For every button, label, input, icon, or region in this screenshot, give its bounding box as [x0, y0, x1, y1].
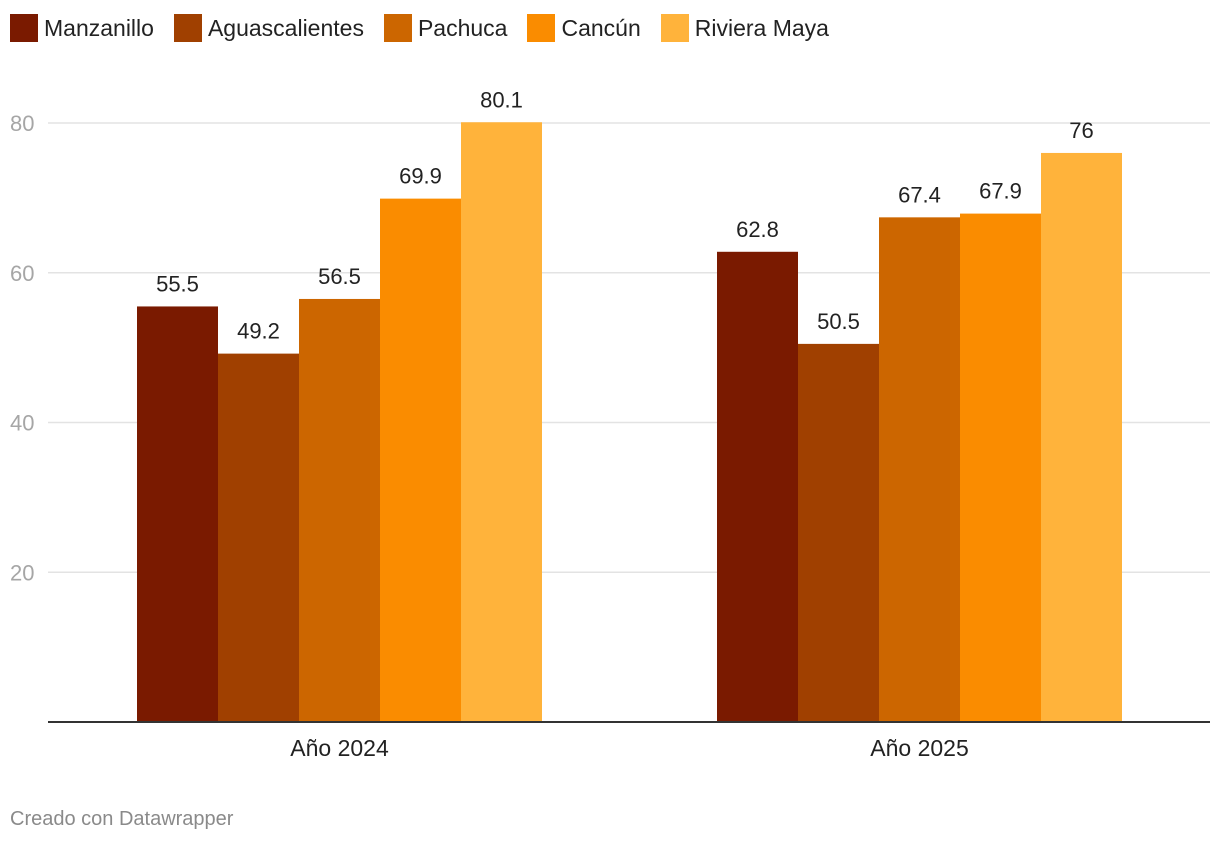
bar-pachuca-ano-2024 — [299, 298, 380, 722]
bar-value-label: 69.9 — [399, 164, 442, 189]
bar-value-label: 76 — [1069, 118, 1093, 143]
legend-swatch — [660, 14, 689, 42]
legend-item-cancun: Cancún — [527, 14, 641, 42]
bar-aguascalientes-ano-2025 — [798, 343, 879, 722]
x-category-label: Año 2024 — [290, 735, 389, 761]
x-category-label: Año 2025 — [870, 735, 968, 761]
bar-cancun-ano-2024 — [380, 198, 461, 722]
bar-value-label: 67.4 — [898, 182, 941, 207]
legend-swatch — [173, 14, 202, 42]
bar-value-label: 62.8 — [736, 217, 779, 242]
bar-manzanillo-ano-2025 — [717, 251, 798, 722]
y-tick-label: 40 — [10, 411, 34, 436]
legend-swatch — [527, 14, 556, 42]
bar-value-label: 49.2 — [237, 319, 280, 344]
bar-cancun-ano-2025 — [960, 213, 1041, 722]
bar-value-label: 80.1 — [480, 87, 523, 112]
y-tick-label: 60 — [10, 261, 34, 286]
legend-label: Riviera Maya — [694, 14, 829, 41]
bar-pachuca-ano-2025 — [879, 217, 960, 722]
bar-manzanillo-ano-2024 — [137, 306, 218, 722]
bar-chart: 20 40 60 80 55.5 49.2 56.5 69.9 80.1 Año 2024 62.8… — [10, 87, 1210, 761]
bar-value-label: 55.5 — [156, 271, 199, 296]
bar-aguascalientes-ano-2024 — [218, 353, 299, 722]
legend-label: Aguascalientes — [207, 14, 364, 41]
chart-legend: Manzanillo Aguascalientes Pachuca Cancún Riv… — [10, 12, 849, 44]
legend-swatch — [10, 14, 38, 42]
legend-label: Cancún — [561, 14, 641, 41]
bar-riviera-maya-ano-2024 — [461, 122, 542, 723]
legend-item-manzanillo: Manzanillo — [10, 14, 154, 42]
y-tick-label: 20 — [10, 560, 34, 585]
legend-label: Manzanillo — [44, 14, 154, 41]
bar-value-label: 56.5 — [318, 264, 361, 289]
legend-item-aguascalientes: Aguascalientes — [173, 14, 364, 42]
legend-label: Pachuca — [417, 14, 508, 41]
legend-item-riviera-maya: Riviera Maya — [660, 14, 829, 42]
bar-value-label: 50.5 — [817, 309, 860, 334]
bar-riviera-maya-ano-2025 — [1041, 152, 1122, 722]
bar-value-label: 67.9 — [979, 179, 1022, 204]
legend-item-pachuca: Pachuca — [383, 14, 508, 42]
footer-credit: Creado con Datawrapper — [10, 808, 234, 830]
y-tick-label: 80 — [10, 111, 34, 136]
legend-swatch — [383, 14, 412, 42]
